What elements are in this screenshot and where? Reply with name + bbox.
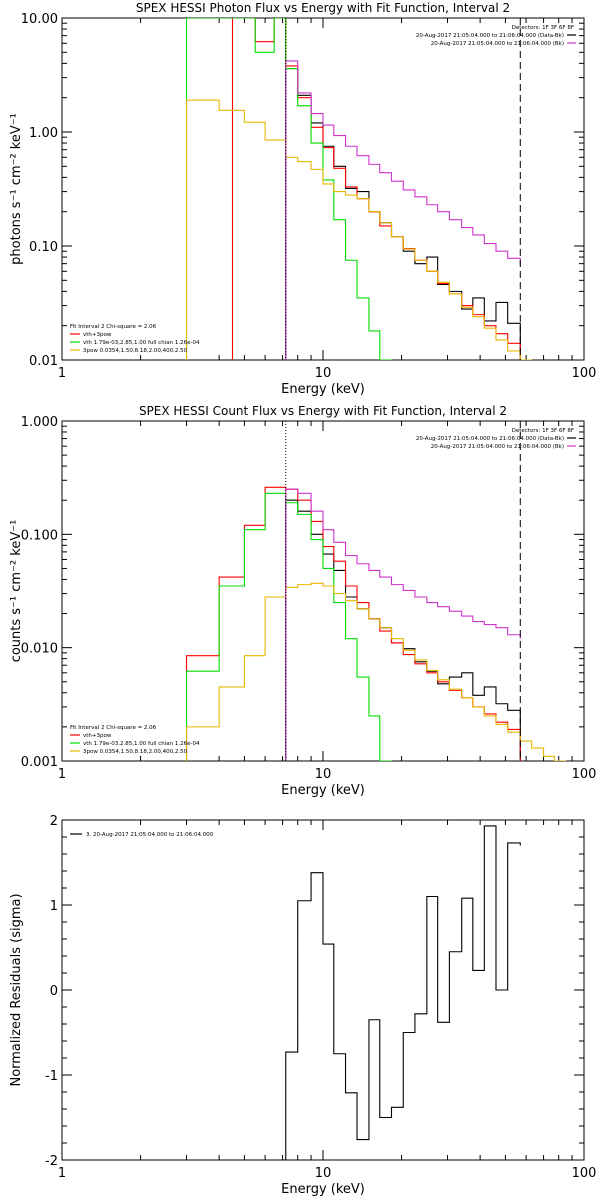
- y-tick-label: 0: [50, 984, 58, 999]
- series-line-2: [185, 486, 521, 761]
- x-tick-label: 1: [58, 366, 66, 381]
- x-axis: 1 10 100: [58, 820, 597, 1181]
- legend-entry-label: 20-Aug-2017 21:05:04.000 to 21:06:04.000…: [431, 444, 564, 450]
- x-tick-label: 10: [315, 1166, 332, 1181]
- series-line-3: [185, 18, 393, 360]
- series-line-2: [231, 18, 521, 360]
- series-line-5: [285, 488, 521, 761]
- series-line-3: [185, 492, 393, 761]
- legend-entry-label: vth+3pow: [83, 733, 112, 739]
- y-tick-label: 0.10: [29, 240, 58, 255]
- legend-top-right: Detectors: 1F 3F 6F 8F 20-Aug-2017 21:05:…: [416, 428, 576, 450]
- series-group: [185, 486, 567, 761]
- legend-entry-label: 3pow 0.0354,1.50,8.18,2.00,400,2.50: [83, 348, 188, 354]
- y-tick-label: 0.100: [21, 528, 58, 543]
- chart-1: SPEX HESSI Photon Flux vs Energy with Fi…: [9, 1, 596, 397]
- series-group: [285, 825, 521, 1160]
- y-axis: 0.001 0.010 0.100 1.000: [21, 415, 584, 770]
- legend-entry-label: vth 1.79e-03,2.85,1.00 full chian 1.26e-…: [83, 741, 200, 747]
- plot-frame: [61, 420, 585, 762]
- series-group: [185, 18, 533, 360]
- legend-entry-label: vth+3pow: [83, 332, 112, 338]
- y-axis-label: counts s⁻¹ cm⁻² keV⁻¹: [9, 520, 24, 663]
- chart-3: Energy (keV) Normalized Residuals (sigma)…: [9, 814, 597, 1197]
- y-axis-label: Normalized Residuals (sigma): [9, 893, 24, 1086]
- x-axis-label: Energy (keV): [281, 783, 365, 798]
- y-tick-label: 1.000: [21, 415, 58, 430]
- x-tick-label: 1: [58, 767, 66, 782]
- plot-frame: [61, 17, 585, 361]
- x-axis-label: Energy (keV): [281, 1182, 365, 1197]
- legend-detectors: Detectors: 1F 3F 6F 8F: [512, 25, 574, 31]
- y-tick-label: 0.01: [29, 354, 58, 369]
- x-tick-label: 100: [572, 767, 597, 782]
- x-tick-label: 10: [315, 767, 332, 782]
- legend-top-left: 3. 20-Aug-2017 21:05:04.000 to 21:06:04.…: [70, 832, 214, 838]
- legend-bottom-left: Fit Interval 2 Chi-square = 2.06 vth+3pow…: [70, 725, 200, 755]
- y-axis: 0.01 0.10 1.00 10.00: [21, 12, 584, 369]
- legend-entry-label: 20-Aug-2017 21:05:04.000 to 21:06:04.000…: [416, 436, 564, 442]
- y-tick-label: 2: [50, 814, 58, 829]
- chart-title: SPEX HESSI Count Flux vs Energy with Fit…: [139, 404, 507, 418]
- legend-entry-label: 3. 20-Aug-2017 21:05:04.000 to 21:06:04.…: [86, 832, 214, 838]
- legend-detectors: Detectors: 1F 3F 6F 8F: [512, 428, 574, 434]
- legend-bottom-left: Fit Interval 2 Chi-square = 2.06 vth+3pow…: [70, 324, 200, 354]
- x-tick-label: 1: [58, 1166, 66, 1181]
- x-axis-label: Energy (keV): [281, 382, 365, 397]
- y-axis-label: photons s⁻¹ cm⁻² keV⁻¹: [9, 113, 24, 265]
- series-line-5: [285, 60, 521, 360]
- y-axis: -2 -1 0 1 2: [45, 814, 584, 1169]
- y-tick-label: 1.00: [29, 126, 58, 141]
- y-tick-label: 0.001: [21, 755, 58, 770]
- y-tick-label: 0.010: [21, 642, 58, 657]
- y-tick-label: 10.00: [21, 12, 58, 27]
- legend-top-right: Detectors: 1F 3F 6F 8F 20-Aug-2017 21:05:…: [416, 25, 576, 47]
- legend-entry-label: vth 1.79e-03,2.85,1.00 full chian 1.26e-…: [83, 340, 200, 346]
- x-tick-label: 100: [572, 366, 597, 381]
- legend-entry-label: 3pow 0.0354,1.50,8.18,2.00,400,2.50: [83, 749, 188, 755]
- legend-header: Fit Interval 2 Chi-square = 2.06: [70, 725, 157, 731]
- y-tick-label: 1: [50, 899, 58, 914]
- y-tick-label: -2: [45, 1154, 58, 1169]
- series-line-4: [185, 99, 533, 360]
- y-tick-label: -1: [45, 1069, 58, 1084]
- chart-title: SPEX HESSI Photon Flux vs Energy with Fi…: [136, 1, 510, 15]
- x-tick-label: 100: [572, 1166, 597, 1181]
- series-line-1: [285, 825, 521, 1160]
- legend-entry-label: 20-Aug-2017 21:05:04.000 to 21:06:04.000…: [416, 33, 564, 39]
- series-line-4: [185, 582, 567, 761]
- x-tick-label: 10: [315, 366, 332, 381]
- series-line-1: [285, 68, 521, 360]
- x-axis: 1 10 100: [58, 421, 597, 782]
- chart-2: SPEX HESSI Count Flux vs Energy with Fit…: [9, 404, 596, 798]
- legend-header: Fit Interval 2 Chi-square = 2.06: [70, 324, 157, 330]
- legend-entry-label: 20-Aug-2017 21:05:04.000 to 21:06:04.000…: [431, 41, 564, 47]
